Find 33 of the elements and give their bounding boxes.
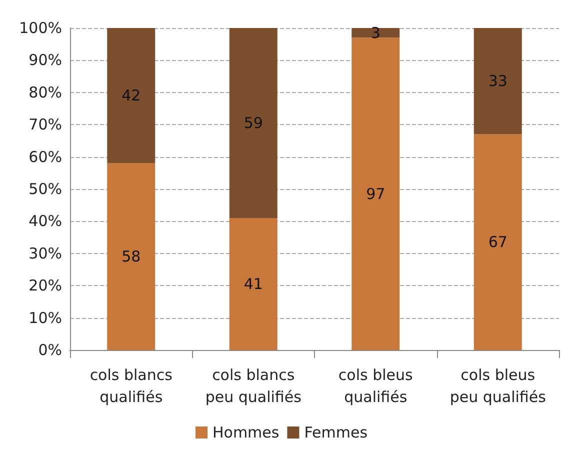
bar (352, 38, 400, 350)
y-tick-label: 40% (28, 212, 62, 230)
y-tick-label: 20% (28, 276, 62, 295)
y-tick-label: 80% (28, 83, 62, 102)
legend-label: Femmes (304, 424, 368, 442)
data-label: 58 (122, 248, 141, 266)
data-label: 42 (122, 86, 141, 105)
data-label: 33 (488, 72, 508, 90)
y-tick-label: 10% (28, 308, 62, 327)
data-label: 3 (370, 24, 380, 42)
y-tick-label: 0% (38, 341, 62, 359)
bar (474, 134, 522, 350)
x-tick-label: cols blancs qualifiés (90, 366, 173, 406)
data-label: 97 (366, 184, 386, 203)
y-tick-label: 90% (28, 51, 62, 70)
legend-label: Hommes (212, 424, 280, 442)
data-label: 59 (244, 114, 263, 132)
x-tick-label: cols bleus qualifiés (338, 366, 414, 406)
y-tick-label: 100% (19, 19, 62, 37)
data-label: 41 (244, 274, 263, 293)
bar (474, 28, 522, 134)
bar (229, 218, 278, 350)
data-label: 67 (488, 233, 508, 252)
y-tick-label: 50% (28, 180, 62, 198)
y-tick-label: 30% (28, 244, 62, 262)
bar (107, 163, 156, 350)
y-tick-label: 60% (28, 148, 62, 166)
x-tick-label: cols blancs peu qualifiés (205, 366, 302, 406)
y-tick-label: 70% (28, 116, 62, 134)
bar (229, 28, 278, 218)
bar (107, 28, 156, 164)
x-tick-label: cols bleus peu qualifiés (450, 366, 546, 406)
bar (352, 28, 400, 38)
